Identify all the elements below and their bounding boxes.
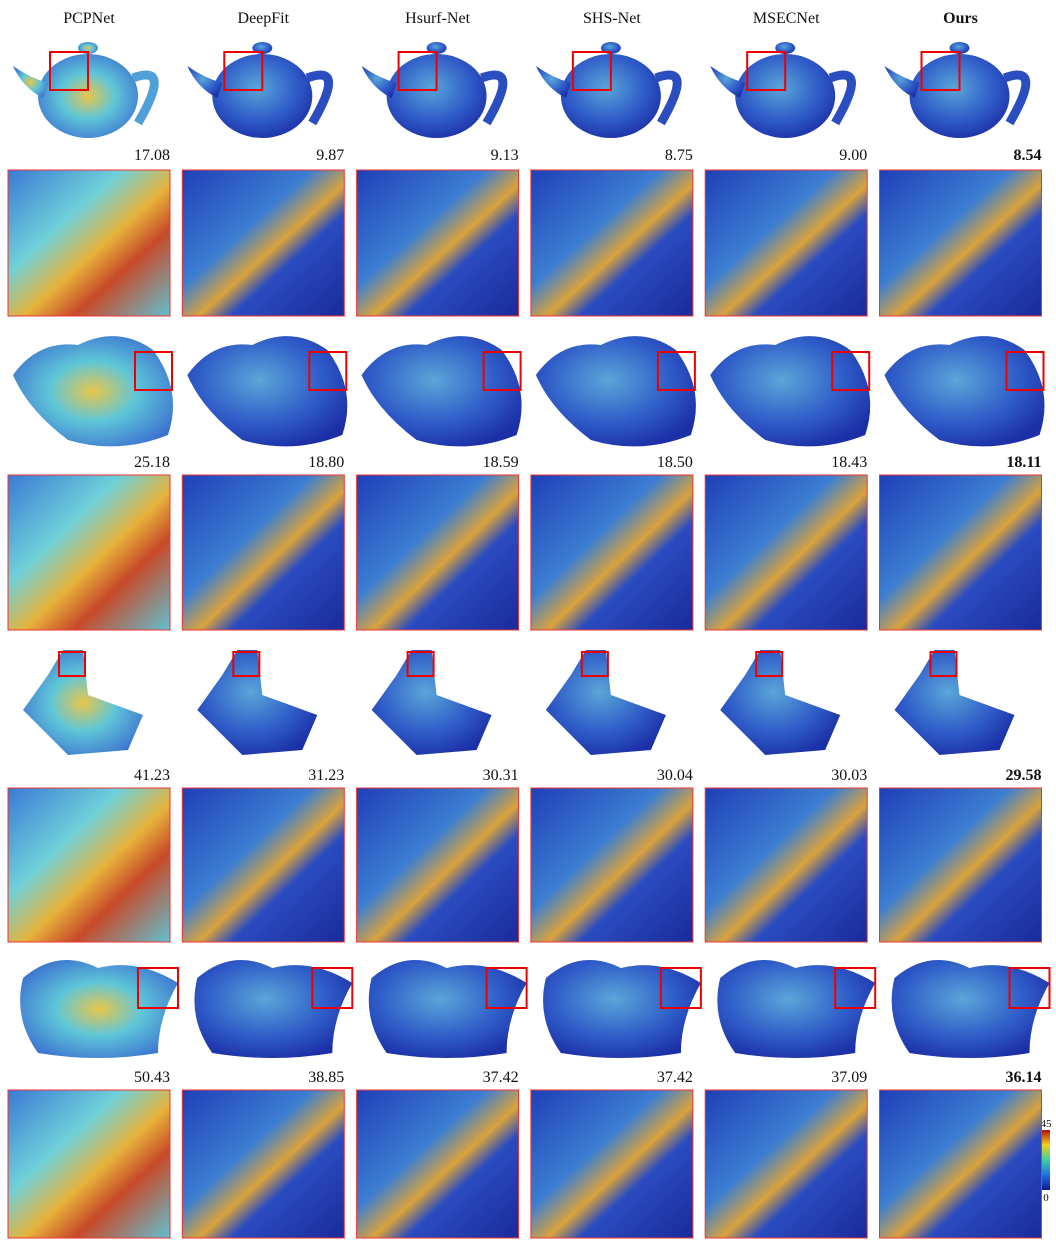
error-value: 8.54	[1014, 147, 1042, 164]
error-value: 29.58	[1006, 767, 1042, 784]
zoom-view	[880, 1090, 1042, 1238]
zoom-view	[182, 170, 344, 316]
error-value: 9.00	[839, 147, 867, 164]
colorbar-min: 0	[1043, 1192, 1049, 1204]
error-value: 50.43	[134, 1069, 170, 1086]
column-header: DeepFit	[238, 10, 290, 27]
error-value: 18.50	[657, 454, 693, 471]
column-header: Ours	[943, 10, 978, 27]
zoom-view	[8, 788, 170, 942]
colorbar-max: 45	[1041, 1118, 1053, 1130]
error-value: 37.42	[483, 1069, 519, 1086]
error-value: 9.13	[491, 147, 519, 164]
zoom-view	[705, 170, 867, 316]
zoom-view	[8, 475, 170, 630]
teapot-spout	[187, 66, 222, 98]
error-value: 18.59	[483, 454, 519, 471]
error-value: 36.14	[1006, 1069, 1042, 1086]
zoom-view	[182, 788, 344, 942]
shape	[895, 650, 1015, 755]
error-value: 38.85	[308, 1069, 344, 1086]
zoom-view	[705, 788, 867, 942]
zoom-view	[357, 475, 519, 630]
error-value: 9.87	[316, 147, 344, 164]
shape	[720, 650, 840, 755]
error-value: 18.43	[831, 454, 867, 471]
zoom-view	[531, 170, 693, 316]
error-value: 30.03	[831, 767, 867, 784]
error-value: 37.42	[657, 1069, 693, 1086]
error-value: 17.08	[134, 147, 170, 164]
error-value: 30.31	[483, 767, 519, 784]
teapot-spout	[536, 66, 571, 98]
shape	[23, 650, 143, 755]
teapot-spout	[13, 66, 48, 98]
column-header: Hsurf-Net	[405, 10, 470, 27]
zoom-view	[880, 788, 1042, 942]
zoom-view	[705, 1090, 867, 1238]
column-header: SHS-Net	[583, 10, 641, 27]
colorbar	[1042, 1130, 1050, 1190]
shape	[372, 650, 492, 755]
shape	[546, 650, 666, 755]
zoom-view	[357, 788, 519, 942]
zoom-view	[8, 170, 170, 316]
zoom-view	[182, 1090, 344, 1238]
zoom-view	[531, 475, 693, 630]
error-value: 25.18	[134, 454, 170, 471]
error-value: 41.23	[134, 767, 170, 784]
teapot-spout	[885, 66, 920, 98]
figure: 45 0 PCPNet DeepFit Hsurf-Net SHS-Net MSECNe…	[0, 0, 1056, 1241]
error-value: 8.75	[665, 147, 693, 164]
zoom-view	[357, 1090, 519, 1238]
error-value: 30.04	[657, 767, 693, 784]
zoom-view	[880, 475, 1042, 630]
column-header: PCPNet	[63, 10, 115, 27]
column-header: MSECNet	[753, 10, 820, 27]
zoom-view	[8, 1090, 170, 1238]
zoom-view	[705, 475, 867, 630]
teapot-spout	[362, 66, 397, 98]
error-value: 18.11	[1006, 454, 1041, 471]
error-value: 18.80	[308, 454, 344, 471]
shape	[197, 650, 317, 755]
error-value: 37.09	[831, 1069, 867, 1086]
zoom-view	[182, 475, 344, 630]
zoom-view	[531, 788, 693, 942]
teapot-spout	[710, 66, 745, 98]
error-value: 31.23	[308, 767, 344, 784]
zoom-view	[531, 1090, 693, 1238]
zoom-view	[880, 170, 1042, 316]
zoom-view	[357, 170, 519, 316]
